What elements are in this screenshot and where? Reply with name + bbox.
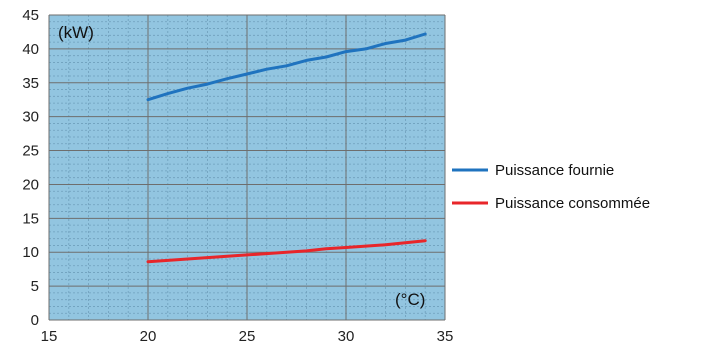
- x-tick-labels: 15 20 25 30 35: [41, 328, 454, 345]
- y-unit-label: (kW): [58, 23, 94, 42]
- x-tick-label: 25: [239, 328, 256, 345]
- y-tick-label: 45: [22, 7, 39, 24]
- series-line-puissance-fournie: [146, 32, 427, 102]
- y-tick-label: 35: [22, 75, 39, 92]
- series-layer: [146, 32, 427, 264]
- y-tick-label: 5: [31, 278, 39, 295]
- series-line-puissance-consommee: [146, 239, 427, 264]
- legend: Puissance fournie Puissance consommée: [452, 162, 650, 212]
- x-tick-label: 35: [437, 328, 454, 345]
- legend-label-puissance-consommee: Puissance consommée: [495, 195, 650, 212]
- x-tick-label: 20: [140, 328, 157, 345]
- x-tick-label: 30: [338, 328, 355, 345]
- y-tick-label: 40: [22, 41, 39, 58]
- y-tick-label: 25: [22, 143, 39, 160]
- x-unit-label: (°C): [395, 290, 425, 309]
- y-tick-label: 20: [22, 176, 39, 193]
- y-tick-label: 30: [22, 109, 39, 126]
- y-tick-labels: 0 5 10 15 20 25 30 35 40 45: [22, 7, 39, 329]
- x-tick-label: 15: [41, 328, 58, 345]
- major-grid: [48, 14, 446, 321]
- y-tick-label: 10: [22, 244, 39, 261]
- legend-label-puissance-fournie: Puissance fournie: [495, 162, 614, 179]
- y-tick-label: 0: [31, 312, 39, 329]
- y-tick-label: 15: [22, 210, 39, 227]
